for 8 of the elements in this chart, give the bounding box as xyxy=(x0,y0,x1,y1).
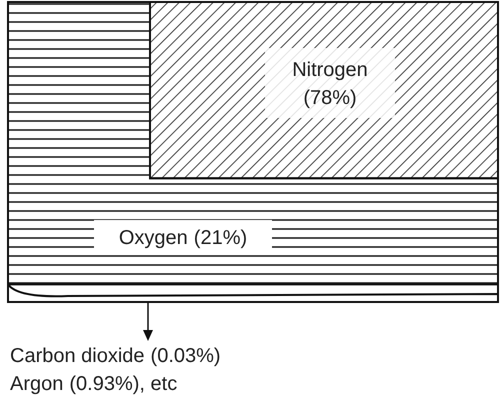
category-label: Carbon dioxide xyxy=(10,345,145,367)
category-label: Argon xyxy=(10,373,64,395)
data-label: (0.03%) xyxy=(150,345,221,367)
category-label: Oxygen xyxy=(118,227,188,249)
data-label: (0.93%), etc xyxy=(69,373,178,395)
category-label: Nitrogen xyxy=(292,59,368,81)
data-label: (21%) xyxy=(194,227,248,249)
data-label: (78%) xyxy=(303,87,357,109)
